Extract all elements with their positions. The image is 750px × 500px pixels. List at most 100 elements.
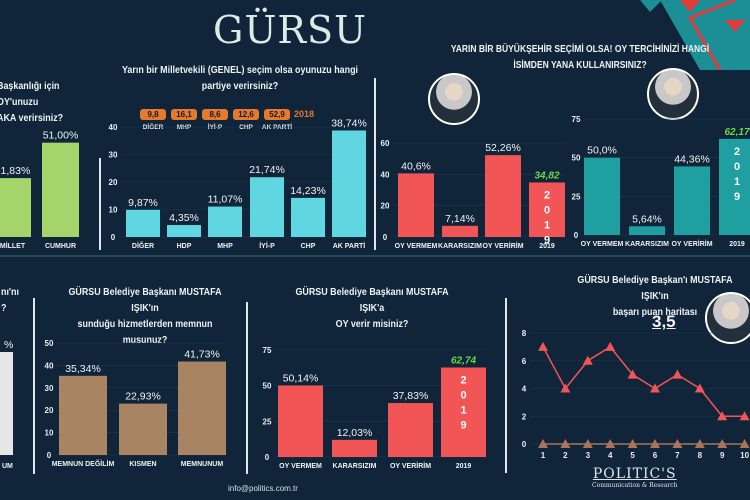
chart-title: Başkanlığı için OY'unuzu AKA verirsiniz? <box>0 78 99 126</box>
bar-year-glyph: 2 <box>460 374 466 386</box>
title-line: AKA verirsiniz? <box>0 112 64 124</box>
y-tick-label: 75 <box>263 346 272 355</box>
x-tick-label: 1 <box>541 451 546 460</box>
category-label: OY VERMEM <box>395 243 438 250</box>
data-point-marker <box>717 411 728 421</box>
y-tick-label: 0 <box>522 440 527 449</box>
bar-value-label: % <box>4 339 13 351</box>
bar <box>278 385 323 457</box>
corner-decoration <box>640 0 750 70</box>
bar-value-label: 4,35% <box>169 212 199 224</box>
data-point-marker <box>627 439 638 448</box>
bar <box>208 206 242 237</box>
bar-year-glyph: 9 <box>544 234 550 246</box>
x-tick-label: 3 <box>586 451 591 460</box>
bar-year-glyph: 0 <box>544 204 550 216</box>
candidate-photo-2 <box>647 68 699 120</box>
bar <box>42 142 79 237</box>
category-label: AK PARTİ <box>333 242 366 250</box>
y-tick-label: 20 <box>45 406 54 415</box>
y-tick-label: 50 <box>263 382 272 391</box>
category-label: CHP <box>301 243 316 250</box>
y-tick-label: 50 <box>45 339 54 348</box>
y-tick-label: 60 <box>381 139 390 148</box>
y-tick-label: 75 <box>572 115 581 124</box>
bar <box>167 225 201 237</box>
bar <box>441 367 486 457</box>
divider <box>374 78 376 250</box>
bar-value-label: 41,73% <box>184 349 220 361</box>
section-divider <box>0 255 750 257</box>
bar <box>332 439 377 457</box>
y-tick-label: 50 <box>572 154 581 163</box>
divider <box>33 298 35 474</box>
category-label: 2019 <box>539 243 555 250</box>
bar-value-label: 22,93% <box>125 391 161 403</box>
bar <box>529 182 565 237</box>
bar <box>398 173 434 237</box>
data-point-marker <box>605 341 616 351</box>
bar-year-glyph: 2 <box>734 146 740 158</box>
bar-year-glyph: 0 <box>460 389 466 401</box>
category-label: OY VERİRİM <box>390 462 431 470</box>
title-line: GÜRSU Belediye Başkanı MUSTAFA IŞIK'ın <box>68 286 222 314</box>
bar-value-label: 50,0% <box>587 145 617 157</box>
category-label: OY VERMEM <box>581 241 624 248</box>
data-point-marker <box>538 439 548 448</box>
data-point-marker <box>739 439 750 448</box>
title-line: GÜRSU Belediye Başkanı MUSTAFA IŞIK'a <box>295 286 449 314</box>
data-point-marker <box>538 341 548 351</box>
category-label: MEMNUN DEĞİLİM <box>52 459 115 468</box>
bar-value-label: 34,82 <box>534 170 559 181</box>
bar-value-label: 44,36% <box>674 153 710 165</box>
bar-value-label: 40,6% <box>401 160 431 172</box>
divider <box>99 158 101 250</box>
bar <box>719 138 750 235</box>
footer-email: info@politics.com.tr <box>228 484 298 493</box>
data-point-marker <box>672 439 683 448</box>
y-tick-label: 0 <box>265 453 270 462</box>
category-label: MİLLET <box>0 242 26 250</box>
logo-line: POLITIC'S <box>592 466 677 482</box>
divider <box>505 298 507 473</box>
y-tick-label: 30 <box>45 384 54 393</box>
bar-value-label: 31,83% <box>0 165 30 177</box>
x-tick-label: 10 <box>740 451 749 460</box>
category-label: CUMHUR <box>45 243 76 250</box>
x-tick-label: 5 <box>630 451 635 460</box>
politics-logo: POLITIC'S Communication & Research <box>592 466 678 489</box>
bar-year-glyph: 1 <box>544 219 550 231</box>
data-point-marker <box>672 369 683 379</box>
bar <box>629 226 665 235</box>
bar-year-glyph: 0 <box>734 161 740 173</box>
data-point-marker <box>560 439 571 448</box>
y-tick-label: 0 <box>383 233 388 242</box>
category-label: MEMNUNUM <box>181 461 224 468</box>
data-point-marker <box>582 439 593 448</box>
category-label: MHP <box>217 243 233 250</box>
bar-value-label: 11,07% <box>208 194 243 206</box>
y-tick-label: 10 <box>109 206 118 215</box>
reference-value-pill: 9,8 <box>140 109 166 120</box>
bar <box>0 178 31 237</box>
title-line: başarı puan haritası <box>612 306 698 318</box>
bar-value-label: 51,00% <box>43 130 79 142</box>
reference-year-label: 2018 <box>294 109 315 119</box>
data-point-marker <box>627 369 638 379</box>
logo-line: Communication & Research <box>592 482 678 489</box>
chart-title: GÜRSU Belediye Başkanı MUSTAFA IŞIK'a OY… <box>287 284 457 332</box>
data-point-marker <box>739 411 750 421</box>
bar-year-glyph: 9 <box>460 419 466 431</box>
category-label: 2019 <box>456 463 472 470</box>
title-line: ? <box>1 302 7 314</box>
bar <box>332 130 366 237</box>
bar-value-label: 12,03% <box>337 427 373 439</box>
bar <box>584 157 620 235</box>
y-tick-label: 25 <box>572 192 581 201</box>
y-tick-label: 40 <box>381 170 390 179</box>
bar <box>0 352 13 455</box>
reference-category-label: DİĞER <box>142 124 164 131</box>
bar-value-label: 62,74 <box>451 355 476 366</box>
y-tick-label: 4 <box>522 385 527 394</box>
